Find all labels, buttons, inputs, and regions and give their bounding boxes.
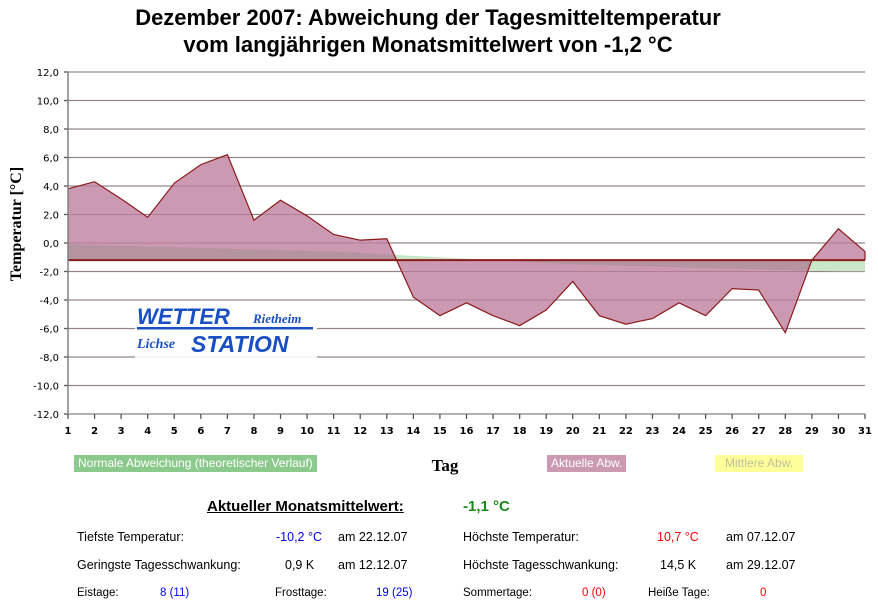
x-tick-label: 30 xyxy=(831,426,845,437)
min-range-date: am 12.12.07 xyxy=(338,558,408,572)
highest-temp-value: 10,7 °C xyxy=(657,530,699,544)
x-tick-label: 1 xyxy=(65,426,72,437)
logo-word-wetter: WETTER xyxy=(137,304,230,329)
x-tick-label: 13 xyxy=(380,426,394,437)
y-tick-label: -4,0 xyxy=(39,296,59,307)
y-tick-label: -8,0 xyxy=(39,353,59,364)
y-tick-label: 12,0 xyxy=(37,68,59,79)
max-range-date: am 29.12.07 xyxy=(726,558,796,572)
legend-normal-deviation: Normale Abweichung (theoretischer Verlau… xyxy=(74,455,317,472)
max-range-value: 14,5 K xyxy=(660,558,697,572)
max-range-label: Höchste Tagesschwankung: xyxy=(463,558,619,572)
hot-days-label: Heiße Tage: xyxy=(648,587,710,599)
highest-temp-label: Höchste Temperatur: xyxy=(463,530,579,544)
y-tick-label: 4,0 xyxy=(43,182,59,193)
x-tick-label: 3 xyxy=(118,426,125,437)
chart-title-line1: Dezember 2007: Abweichung der Tagesmitte… xyxy=(135,5,721,30)
legend-actual-deviation: Aktuelle Abw. xyxy=(547,455,627,472)
x-tick-label: 6 xyxy=(197,426,204,437)
frost-days-label: Frosttage: xyxy=(275,587,327,599)
x-tick-label: 14 xyxy=(406,426,420,437)
x-tick-label: 7 xyxy=(224,426,231,437)
y-axis-label: Temperatur [°C] xyxy=(8,166,25,282)
lowest-temp-value: -10,2 °C xyxy=(276,530,322,544)
summer-days-label: Sommertage: xyxy=(463,587,533,599)
x-tick-label: 23 xyxy=(646,426,660,437)
x-tick-label: 27 xyxy=(752,426,766,437)
x-tick-label: 25 xyxy=(699,426,713,437)
chart-title-line2: vom langjährigen Monatsmittelwert von -1… xyxy=(183,32,673,57)
monthly-mean-label: Aktueller Monatsmittelwert: xyxy=(207,498,404,515)
x-tick-label: 18 xyxy=(513,426,527,437)
x-tick-label: 4 xyxy=(144,426,151,437)
y-tick-label: 0,0 xyxy=(43,239,59,250)
summer-days-value: 0 (0) xyxy=(582,587,606,599)
y-tick-label: -10,0 xyxy=(33,382,59,393)
x-tick-label: 31 xyxy=(858,426,872,437)
overlap-band xyxy=(68,244,865,272)
wetterstation-logo: WETTER Rietheim Lichse STATION xyxy=(135,302,317,358)
x-tick-label: 29 xyxy=(805,426,819,437)
y-tick-label: 6,0 xyxy=(43,154,59,165)
x-axis-label: Tag xyxy=(431,456,459,475)
x-tick-label: 9 xyxy=(277,426,284,437)
frost-days-value: 19 (25) xyxy=(376,587,413,599)
x-tick-label: 21 xyxy=(592,426,606,437)
lowest-temp-label: Tiefste Temperatur: xyxy=(77,530,184,544)
x-tick-label: 16 xyxy=(460,426,474,437)
x-tick-label: 28 xyxy=(778,426,792,437)
y-tick-label: -2,0 xyxy=(39,268,59,279)
legend-mean-deviation: Mittlere Abw. xyxy=(715,455,804,472)
x-tick-label: 2 xyxy=(91,426,98,437)
x-tick-label: 22 xyxy=(619,426,633,437)
highest-temp-date: am 07.12.07 xyxy=(726,530,796,544)
min-range-label: Geringste Tagesschwankung: xyxy=(77,558,241,572)
hot-days-value: 0 xyxy=(760,587,767,599)
ice-days-label: Eistage: xyxy=(77,587,119,599)
logo-word-station: STATION xyxy=(191,331,289,357)
x-tick-label: 11 xyxy=(327,426,341,437)
lowest-temp-date: am 22.12.07 xyxy=(338,530,408,544)
x-tick-label: 5 xyxy=(171,426,178,437)
min-range-value: 0,9 K xyxy=(285,558,315,572)
ice-days-value: 8 (11) xyxy=(160,587,190,599)
y-tick-label: 8,0 xyxy=(43,125,59,136)
chart-title: Dezember 2007: Abweichung der Tagesmitte… xyxy=(0,4,856,58)
y-tick-label: 2,0 xyxy=(43,211,59,222)
x-tick-label: 12 xyxy=(353,426,367,437)
x-tick-label: 26 xyxy=(725,426,739,437)
monthly-mean-value: -1,1 °C xyxy=(463,498,510,515)
y-tick-label: -6,0 xyxy=(39,325,59,336)
x-tick-label: 24 xyxy=(672,426,686,437)
x-tick-label: 10 xyxy=(300,426,314,437)
logo-place-lichse: Lichse xyxy=(136,337,175,352)
logo-place-rietheim: Rietheim xyxy=(252,311,301,326)
deviation-chart: 12,0 10,0 8,0 6,0 4,0 2,0 0,0 -2,0 -4,0 -6,0 -8,0 -… xyxy=(33,68,872,437)
y-tick-label: -12,0 xyxy=(33,410,59,421)
x-tick-label: 15 xyxy=(433,426,447,437)
x-tick-label: 17 xyxy=(486,426,500,437)
x-tick-label: 19 xyxy=(539,426,553,437)
actual-deviation-area xyxy=(68,154,865,333)
x-tick-label: 8 xyxy=(250,426,257,437)
y-tick-label: 10,0 xyxy=(37,97,59,108)
actual-deviation-line xyxy=(67,153,866,335)
x-tick-label: 20 xyxy=(566,426,580,437)
